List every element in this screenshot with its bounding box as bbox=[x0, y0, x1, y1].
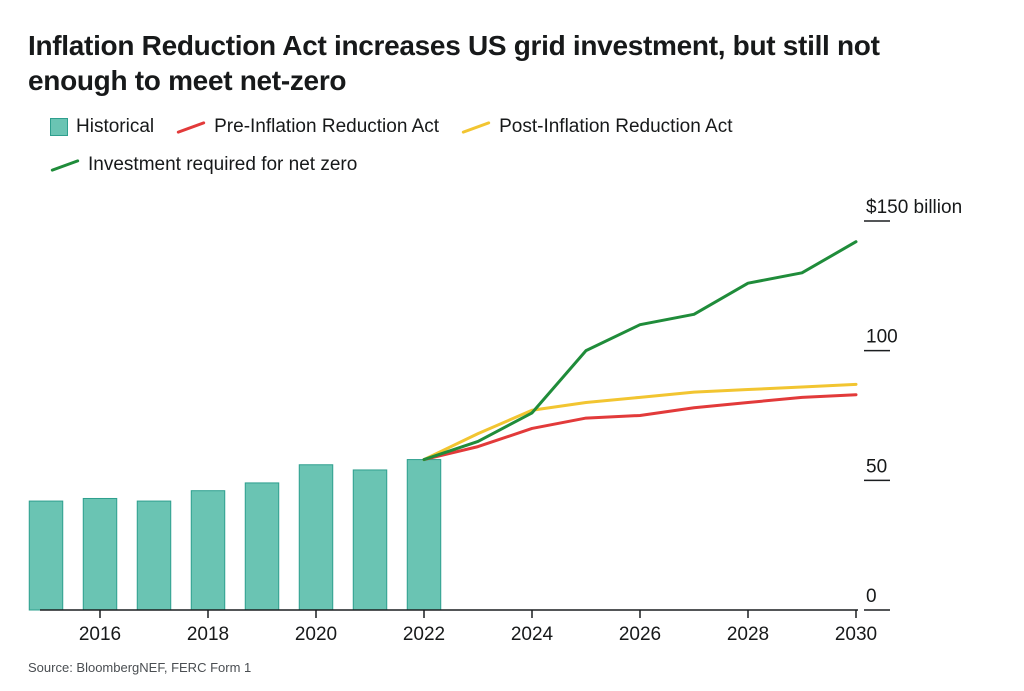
legend: Historical Pre-Inflation Reduction Act P… bbox=[50, 116, 910, 176]
x-tick-label: 2030 bbox=[835, 624, 877, 645]
legend-label-post-ira: Post-Inflation Reduction Act bbox=[499, 116, 732, 138]
legend-swatch-historical bbox=[50, 118, 68, 136]
legend-item-post-ira: Post-Inflation Reduction Act bbox=[461, 116, 732, 138]
bar-historical bbox=[353, 470, 386, 610]
bar-historical bbox=[407, 460, 440, 610]
legend-item-historical: Historical bbox=[50, 116, 154, 138]
legend-item-pre-ira: Pre-Inflation Reduction Act bbox=[176, 116, 439, 138]
chart-area: 0 50 100 $150 billion 2016 2018 2020 2022 2024 20… bbox=[28, 190, 996, 660]
bar-historical bbox=[137, 501, 170, 610]
legend-label-historical: Historical bbox=[76, 116, 154, 138]
x-tick-label: 2026 bbox=[619, 624, 661, 645]
bar-historical bbox=[299, 465, 332, 610]
x-tick-label: 2028 bbox=[727, 624, 769, 645]
bar-historical bbox=[83, 498, 116, 610]
x-tick-label: 2020 bbox=[295, 624, 337, 645]
page: Inflation Reduction Act increases US gri… bbox=[0, 0, 1024, 691]
y-tick-label: 100 bbox=[866, 327, 898, 348]
legend-label-pre-ira: Pre-Inflation Reduction Act bbox=[214, 116, 439, 138]
legend-item-net-zero: Investment required for net zero bbox=[50, 154, 910, 176]
chart-title: Inflation Reduction Act increases US gri… bbox=[28, 28, 968, 98]
x-tick-label: 2022 bbox=[403, 624, 445, 645]
y-tick-label: 50 bbox=[866, 456, 887, 477]
line-post-ira bbox=[424, 384, 856, 459]
x-tick-label: 2024 bbox=[511, 624, 554, 645]
legend-swatch-net-zero bbox=[50, 158, 79, 171]
line-pre-ira bbox=[424, 395, 856, 460]
source-text: Source: BloombergNEF, FERC Form 1 bbox=[28, 660, 251, 675]
chart-svg: 0 50 100 $150 billion 2016 2018 2020 2022 2024 20… bbox=[28, 190, 996, 660]
y-tick-label: $150 billion bbox=[866, 197, 962, 218]
legend-label-net-zero: Investment required for net zero bbox=[88, 154, 357, 176]
legend-swatch-pre-ira bbox=[177, 120, 206, 133]
x-tick-label: 2018 bbox=[187, 624, 229, 645]
legend-swatch-post-ira bbox=[461, 120, 490, 133]
line-net-zero bbox=[424, 242, 856, 460]
bar-historical bbox=[191, 491, 224, 610]
x-tick-label: 2016 bbox=[79, 624, 121, 645]
y-tick-label: 0 bbox=[866, 586, 877, 607]
bar-historical bbox=[29, 501, 62, 610]
bar-historical bbox=[245, 483, 278, 610]
